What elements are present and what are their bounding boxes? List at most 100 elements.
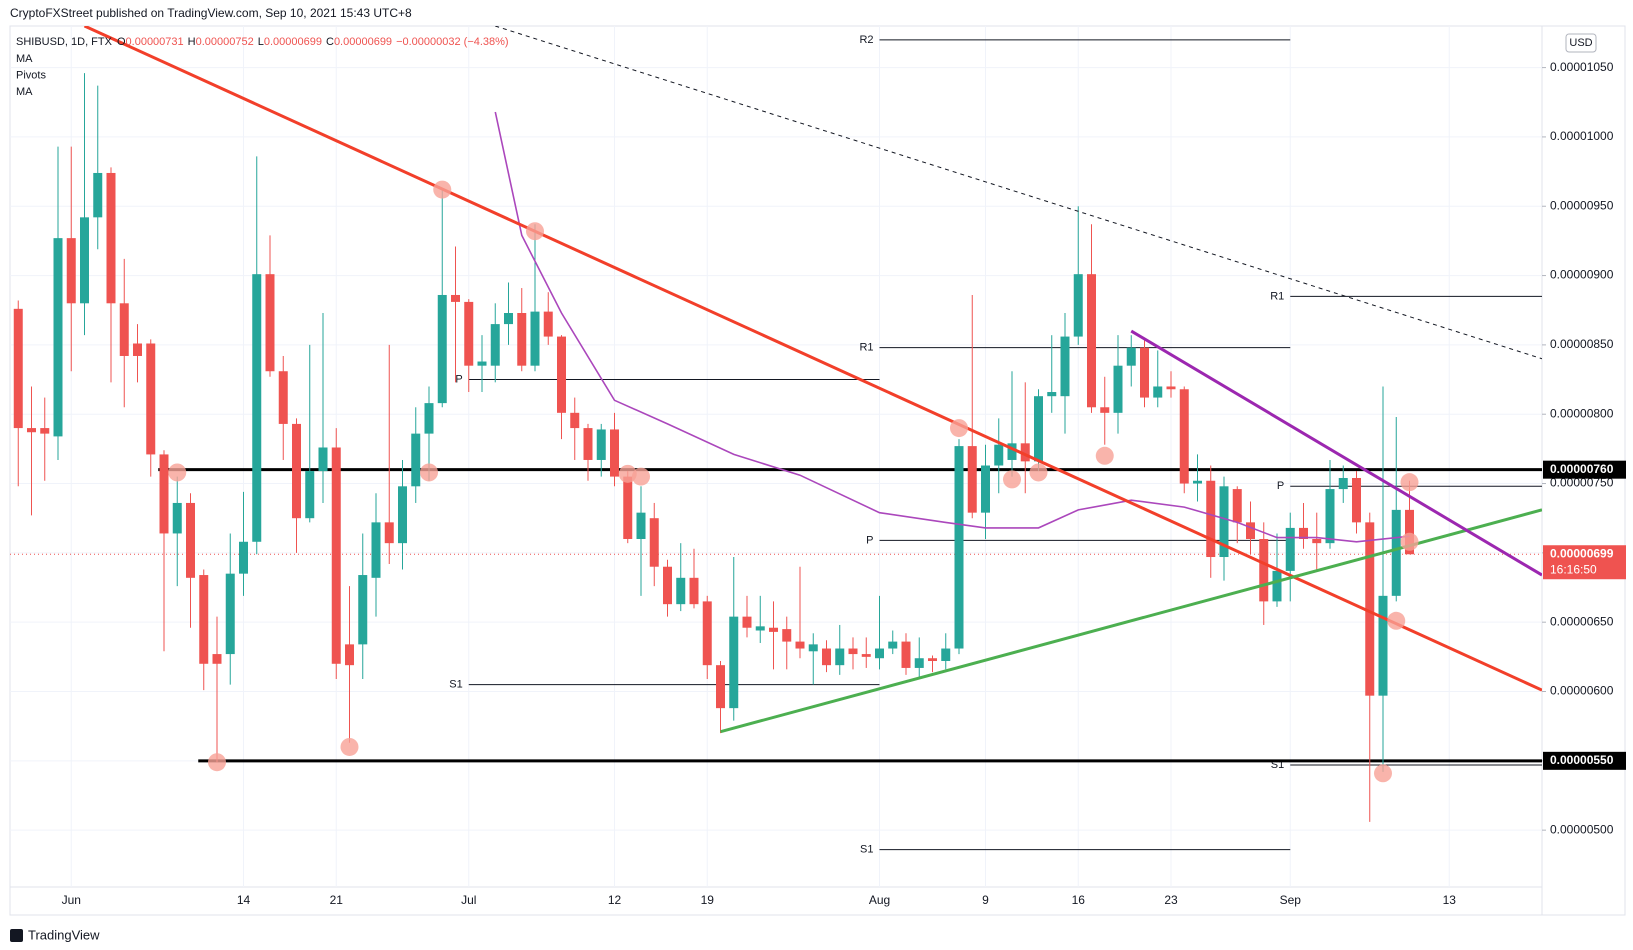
marker: [420, 463, 438, 482]
candle-body: [1232, 489, 1242, 523]
candle: [663, 559, 672, 617]
countdown-label: 16:16:50: [1550, 562, 1597, 576]
marker: [1003, 470, 1021, 489]
candle: [212, 616, 222, 763]
candle: [994, 418, 1004, 494]
candle-body: [967, 446, 977, 513]
candle-body: [1140, 347, 1149, 398]
x-tick-label: 21: [330, 893, 344, 907]
candle-body: [384, 522, 394, 544]
legend-header: SHIBUSD, 1D, FTX O0.00000731 H0.00000752 L0…: [16, 36, 509, 48]
symbol: SHIBUSD, 1D, FTX: [16, 36, 113, 48]
candle-body: [835, 648, 845, 666]
candle-body: [80, 217, 89, 304]
pivot-label: S1: [449, 678, 462, 690]
candle: [861, 637, 871, 668]
candle: [252, 156, 262, 555]
candle-body: [66, 238, 76, 304]
x-tick-label: 13: [1443, 893, 1457, 907]
trendline: [83, 26, 1542, 692]
candle-body: [292, 423, 301, 519]
candle: [848, 637, 858, 670]
candle-body: [398, 486, 407, 544]
candle-body: [1378, 595, 1388, 696]
y-tick-label: 0.00000950: [1550, 198, 1614, 212]
candle: [133, 324, 142, 383]
candle: [1179, 386, 1189, 494]
candle-body: [928, 658, 937, 662]
candle-body: [729, 616, 739, 709]
candle: [702, 595, 712, 680]
candle: [345, 586, 354, 743]
indicator-label: MA: [16, 86, 33, 98]
candle-body: [504, 313, 513, 325]
candle: [1352, 471, 1361, 534]
candle-body: [225, 573, 235, 655]
candle: [106, 167, 116, 383]
candle-body: [610, 429, 619, 477]
level-tag-label: 0.00000760: [1550, 462, 1614, 476]
candle: [331, 428, 341, 680]
field-value: 0.00000699: [264, 36, 322, 48]
x-tick-label: 14: [237, 893, 251, 907]
candle-body: [861, 654, 871, 657]
field-value: 0.00000699: [334, 36, 392, 48]
candle: [225, 533, 235, 685]
x-tick-label: 19: [701, 893, 715, 907]
x-tick-label: 9: [982, 893, 989, 907]
candle-body: [1325, 489, 1335, 544]
pivot-label: P: [455, 373, 462, 385]
currency-box[interactable]: [1565, 33, 1597, 53]
field-key: O: [117, 36, 126, 48]
candle-body: [1153, 386, 1163, 398]
y-tick-label: 0.00000750: [1550, 476, 1614, 490]
field-value: 0.00000731: [126, 36, 184, 48]
x-tick-label: 16: [1072, 893, 1086, 907]
candle: [172, 476, 182, 587]
candle-body: [875, 648, 884, 659]
field-key: L: [258, 36, 264, 48]
currency-label[interactable]: USD: [1569, 37, 1592, 49]
candle: [1285, 512, 1295, 602]
candle-body: [663, 566, 672, 605]
candle: [623, 471, 633, 544]
candle: [66, 146, 76, 372]
y-tick-label: 0.00000850: [1550, 337, 1614, 351]
marker: [208, 753, 226, 772]
candle-body: [490, 324, 500, 366]
pivot-label: P: [866, 534, 873, 546]
marker: [632, 467, 650, 486]
pivot-label: R2: [859, 34, 873, 46]
candle: [53, 146, 63, 460]
candle-body: [901, 641, 911, 668]
candle: [1193, 454, 1202, 502]
x-tick-label: 12: [608, 893, 622, 907]
candle-body: [822, 648, 831, 666]
candle: [1060, 313, 1070, 434]
x-tick-label: Jul: [461, 893, 476, 907]
level-tag: [1543, 751, 1626, 770]
candle: [1020, 382, 1030, 494]
candle-body: [689, 577, 699, 605]
candle-body: [941, 648, 951, 662]
candle-body: [437, 294, 447, 404]
y-tick-label: 0.00000650: [1550, 614, 1614, 628]
marker: [1400, 473, 1419, 492]
candle-body: [1259, 538, 1269, 602]
candle: [583, 423, 593, 481]
candle: [769, 601, 778, 670]
candle: [119, 258, 129, 408]
candle: [239, 491, 248, 596]
candle-body: [106, 172, 116, 304]
candle: [159, 450, 169, 652]
currency-button[interactable]: USD: [1565, 33, 1597, 53]
candle: [1126, 335, 1136, 387]
candle: [981, 444, 990, 539]
candle-body: [1312, 538, 1322, 544]
candle-body: [411, 433, 421, 487]
candle-body: [888, 641, 898, 649]
last-price-label: 0.00000699: [1550, 546, 1614, 560]
candle: [901, 633, 911, 675]
candle: [490, 303, 500, 383]
